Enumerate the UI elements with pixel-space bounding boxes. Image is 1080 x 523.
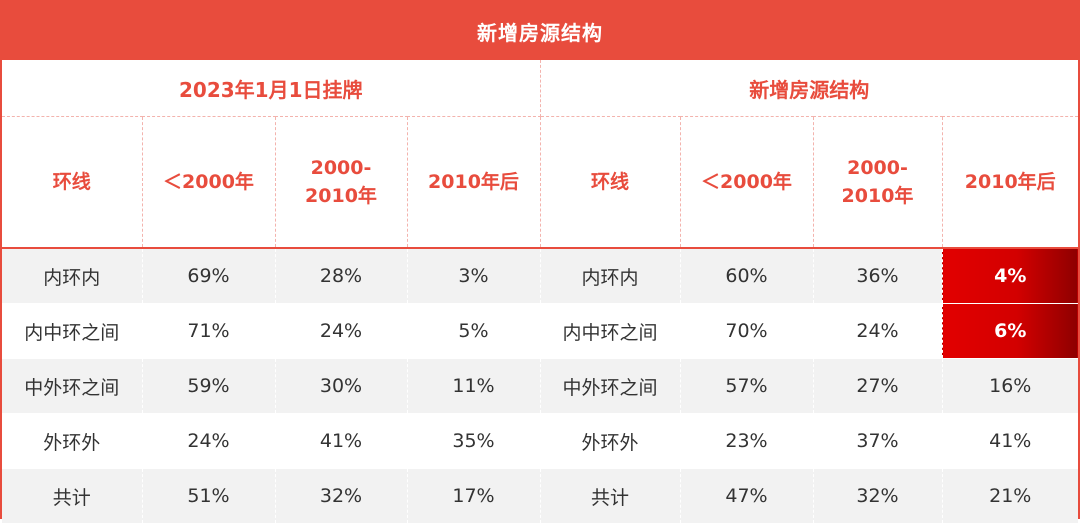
table-cell: 24%	[813, 304, 942, 359]
table-cell: 中外环之间	[540, 359, 680, 414]
structure-table: 2023年1月1日挂牌 新增房源结构 环线 ＜2000年 2000- 2010年…	[2, 60, 1078, 523]
table-cell: 内中环之间	[540, 304, 680, 359]
group-header-right: 新增房源结构	[540, 60, 1078, 117]
table-row-total: 共计 51% 32% 17% 共计 47% 32% 21%	[2, 469, 1078, 523]
table-cell: 51%	[142, 469, 275, 523]
table-cell: 57%	[680, 359, 813, 414]
table-cell: 21%	[942, 469, 1078, 523]
group-header-row: 2023年1月1日挂牌 新增房源结构	[2, 60, 1078, 117]
table-cell: 47%	[680, 469, 813, 523]
table-cell: 60%	[680, 248, 813, 304]
table-cell: 中外环之间	[2, 359, 142, 414]
table-cell: 内环内	[540, 248, 680, 304]
table-cell: 16%	[942, 359, 1078, 414]
table-title: 新增房源结构	[2, 2, 1078, 60]
table-cell: 24%	[142, 414, 275, 469]
table-cell: 41%	[275, 414, 407, 469]
column-header: ＜2000年	[142, 117, 275, 249]
table-cell: 外环外	[2, 414, 142, 469]
table-row: 外环外 24% 41% 35% 外环外 23% 37% 41%	[2, 414, 1078, 469]
table-cell: 37%	[813, 414, 942, 469]
table-cell: 30%	[275, 359, 407, 414]
highlighted-cell: 4%	[942, 248, 1078, 304]
table-cell: 外环外	[540, 414, 680, 469]
table-cell: 36%	[813, 248, 942, 304]
table-cell: 69%	[142, 248, 275, 304]
table-cell: 28%	[275, 248, 407, 304]
group-header-left: 2023年1月1日挂牌	[2, 60, 540, 117]
column-header: 环线	[2, 117, 142, 249]
table-cell: 3%	[407, 248, 540, 304]
highlighted-cell: 6%	[942, 304, 1078, 359]
table-cell: 内中环之间	[2, 304, 142, 359]
column-header-row: 环线 ＜2000年 2000- 2010年 2010年后 环线 ＜2000年 2…	[2, 117, 1078, 249]
column-header: 环线	[540, 117, 680, 249]
table-cell: 59%	[142, 359, 275, 414]
column-header: 2000- 2010年	[275, 117, 407, 249]
table-cell: 共计	[2, 469, 142, 523]
table-row: 内中环之间 71% 24% 5% 内中环之间 70% 24% 6%	[2, 304, 1078, 359]
table-cell: 17%	[407, 469, 540, 523]
table-cell: 32%	[813, 469, 942, 523]
column-header: 2010年后	[407, 117, 540, 249]
table-row: 中外环之间 59% 30% 11% 中外环之间 57% 27% 16%	[2, 359, 1078, 414]
column-header: 2000- 2010年	[813, 117, 942, 249]
table-cell: 23%	[680, 414, 813, 469]
table-cell: 5%	[407, 304, 540, 359]
table-cell: 41%	[942, 414, 1078, 469]
table-cell: 70%	[680, 304, 813, 359]
column-header: 2010年后	[942, 117, 1078, 249]
table-cell: 71%	[142, 304, 275, 359]
table-row: 内环内 69% 28% 3% 内环内 60% 36% 4%	[2, 248, 1078, 304]
table-cell: 共计	[540, 469, 680, 523]
column-header: ＜2000年	[680, 117, 813, 249]
table-cell: 11%	[407, 359, 540, 414]
table-cell: 27%	[813, 359, 942, 414]
table-cell: 32%	[275, 469, 407, 523]
table-cell: 35%	[407, 414, 540, 469]
table-cell: 24%	[275, 304, 407, 359]
table-cell: 内环内	[2, 248, 142, 304]
